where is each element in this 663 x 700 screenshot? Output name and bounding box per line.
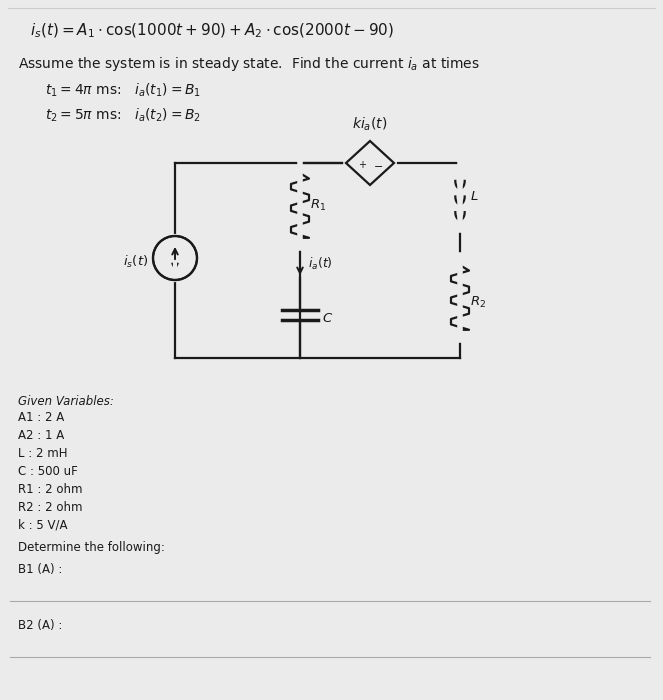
Text: $i_s(t)$: $i_s(t)$ xyxy=(123,254,148,270)
Text: $t_2 = 5\pi$ ms:   $i_a(t_2) = B_2$: $t_2 = 5\pi$ ms: $i_a(t_2) = B_2$ xyxy=(45,107,201,125)
Text: L : 2 mH: L : 2 mH xyxy=(18,447,68,460)
Text: $+$: $+$ xyxy=(359,160,367,171)
Text: Given Variables:: Given Variables: xyxy=(18,395,114,408)
Text: $R_1$: $R_1$ xyxy=(310,198,326,213)
Text: $C$: $C$ xyxy=(322,312,333,325)
Text: C : 500 uF: C : 500 uF xyxy=(18,465,78,478)
Text: A2 : 1 A: A2 : 1 A xyxy=(18,429,64,442)
Text: $ki_a(t)$: $ki_a(t)$ xyxy=(352,116,388,133)
Text: B2 (A) :: B2 (A) : xyxy=(18,619,62,632)
Text: A1 : 2 A: A1 : 2 A xyxy=(18,411,64,424)
Polygon shape xyxy=(346,141,394,185)
Text: $R_2$: $R_2$ xyxy=(470,295,486,310)
Text: R1 : 2 ohm: R1 : 2 ohm xyxy=(18,483,82,496)
Text: Assume the system is in steady state.  Find the current $i_a$ at times: Assume the system is in steady state. Fi… xyxy=(18,55,480,73)
Text: R2 : 2 ohm: R2 : 2 ohm xyxy=(18,501,82,514)
Text: $L$: $L$ xyxy=(470,190,479,203)
Text: B1 (A) :: B1 (A) : xyxy=(18,563,62,576)
Text: Determine the following:: Determine the following: xyxy=(18,541,165,554)
Text: k : 5 V/A: k : 5 V/A xyxy=(18,519,68,532)
Text: $t_1 = 4\pi$ ms:   $i_a(t_1) = B_1$: $t_1 = 4\pi$ ms: $i_a(t_1) = B_1$ xyxy=(45,82,201,99)
Text: $-$: $-$ xyxy=(373,160,383,170)
Text: $i_a(t)$: $i_a(t)$ xyxy=(308,256,333,272)
Text: $i_s(t) = A_1 \cdot \mathrm{cos}(1000t + 90) + A_2 \cdot \mathrm{cos}(2000t - 90: $i_s(t) = A_1 \cdot \mathrm{cos}(1000t +… xyxy=(30,22,394,41)
